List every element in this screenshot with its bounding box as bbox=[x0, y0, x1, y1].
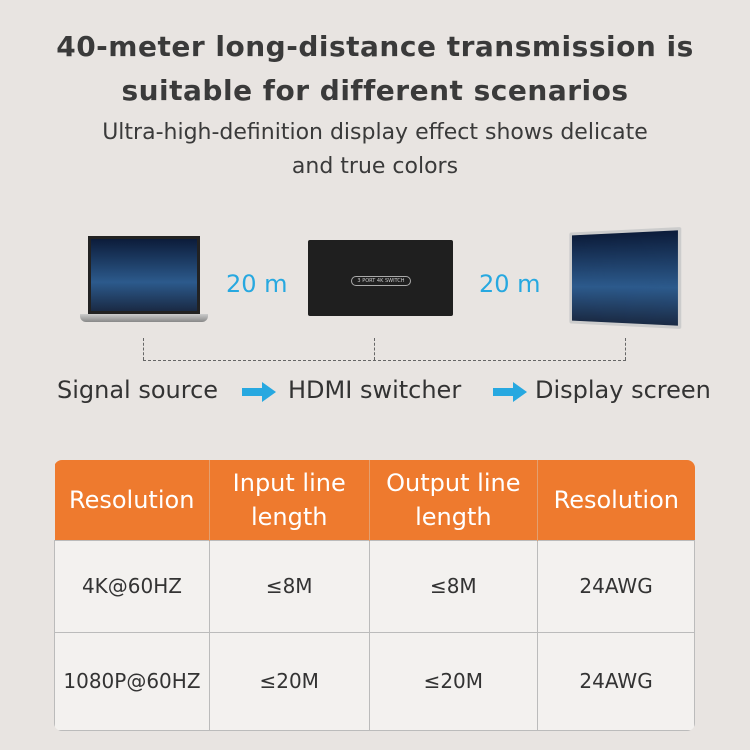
cell: ≤8M bbox=[368, 539, 539, 633]
cell: 1080P@60HZ bbox=[54, 631, 210, 731]
cell: ≤20M bbox=[208, 631, 370, 731]
title-line-2: suitable for different scenarios bbox=[121, 74, 629, 107]
switch-label: 3 PORT 4K SWITCH bbox=[351, 276, 411, 286]
hdmi-switch-image: 3 PORT 4K SWITCH bbox=[308, 240, 453, 316]
cell: ≤8M bbox=[208, 539, 370, 633]
arrow-right-icon bbox=[493, 382, 527, 402]
spec-table: Resolution Input line length Output line l… bbox=[54, 460, 695, 731]
cell: 24AWG bbox=[537, 539, 695, 633]
table-header: Resolution Input line length Output line l… bbox=[54, 460, 695, 540]
distance-left: 20 m bbox=[226, 270, 288, 298]
subtitle-line-1: Ultra-high-definition display effect sho… bbox=[102, 120, 648, 145]
arrow-right-icon bbox=[242, 382, 276, 402]
table-row: 1080P@60HZ ≤20M ≤20M 24AWG bbox=[54, 631, 695, 731]
flow-hdmi-switcher: HDMI switcher bbox=[288, 376, 462, 404]
cell: ≤20M bbox=[368, 631, 539, 731]
flow-display-screen: Display screen bbox=[535, 376, 711, 404]
dash-line bbox=[143, 360, 626, 361]
title-line-1: 40-meter long-distance transmission is bbox=[56, 30, 694, 63]
cell: 4K@60HZ bbox=[54, 539, 210, 633]
dash-line bbox=[625, 338, 626, 360]
tv-image bbox=[569, 226, 682, 330]
subtitle-line-2: and true colors bbox=[291, 154, 459, 179]
header-output-length: Output line length bbox=[369, 460, 539, 540]
distance-right: 20 m bbox=[479, 270, 541, 298]
header-resolution: Resolution bbox=[54, 460, 210, 540]
table-row: 4K@60HZ ≤8M ≤8M 24AWG bbox=[54, 539, 695, 633]
laptop-image bbox=[80, 236, 208, 322]
header-wire-gauge: Resolution bbox=[537, 460, 695, 540]
flow-signal-source: Signal source bbox=[57, 376, 219, 404]
dash-line bbox=[374, 338, 375, 360]
cell: 24AWG bbox=[537, 631, 695, 731]
dash-line bbox=[143, 338, 144, 360]
header-input-length: Input line length bbox=[209, 460, 370, 540]
